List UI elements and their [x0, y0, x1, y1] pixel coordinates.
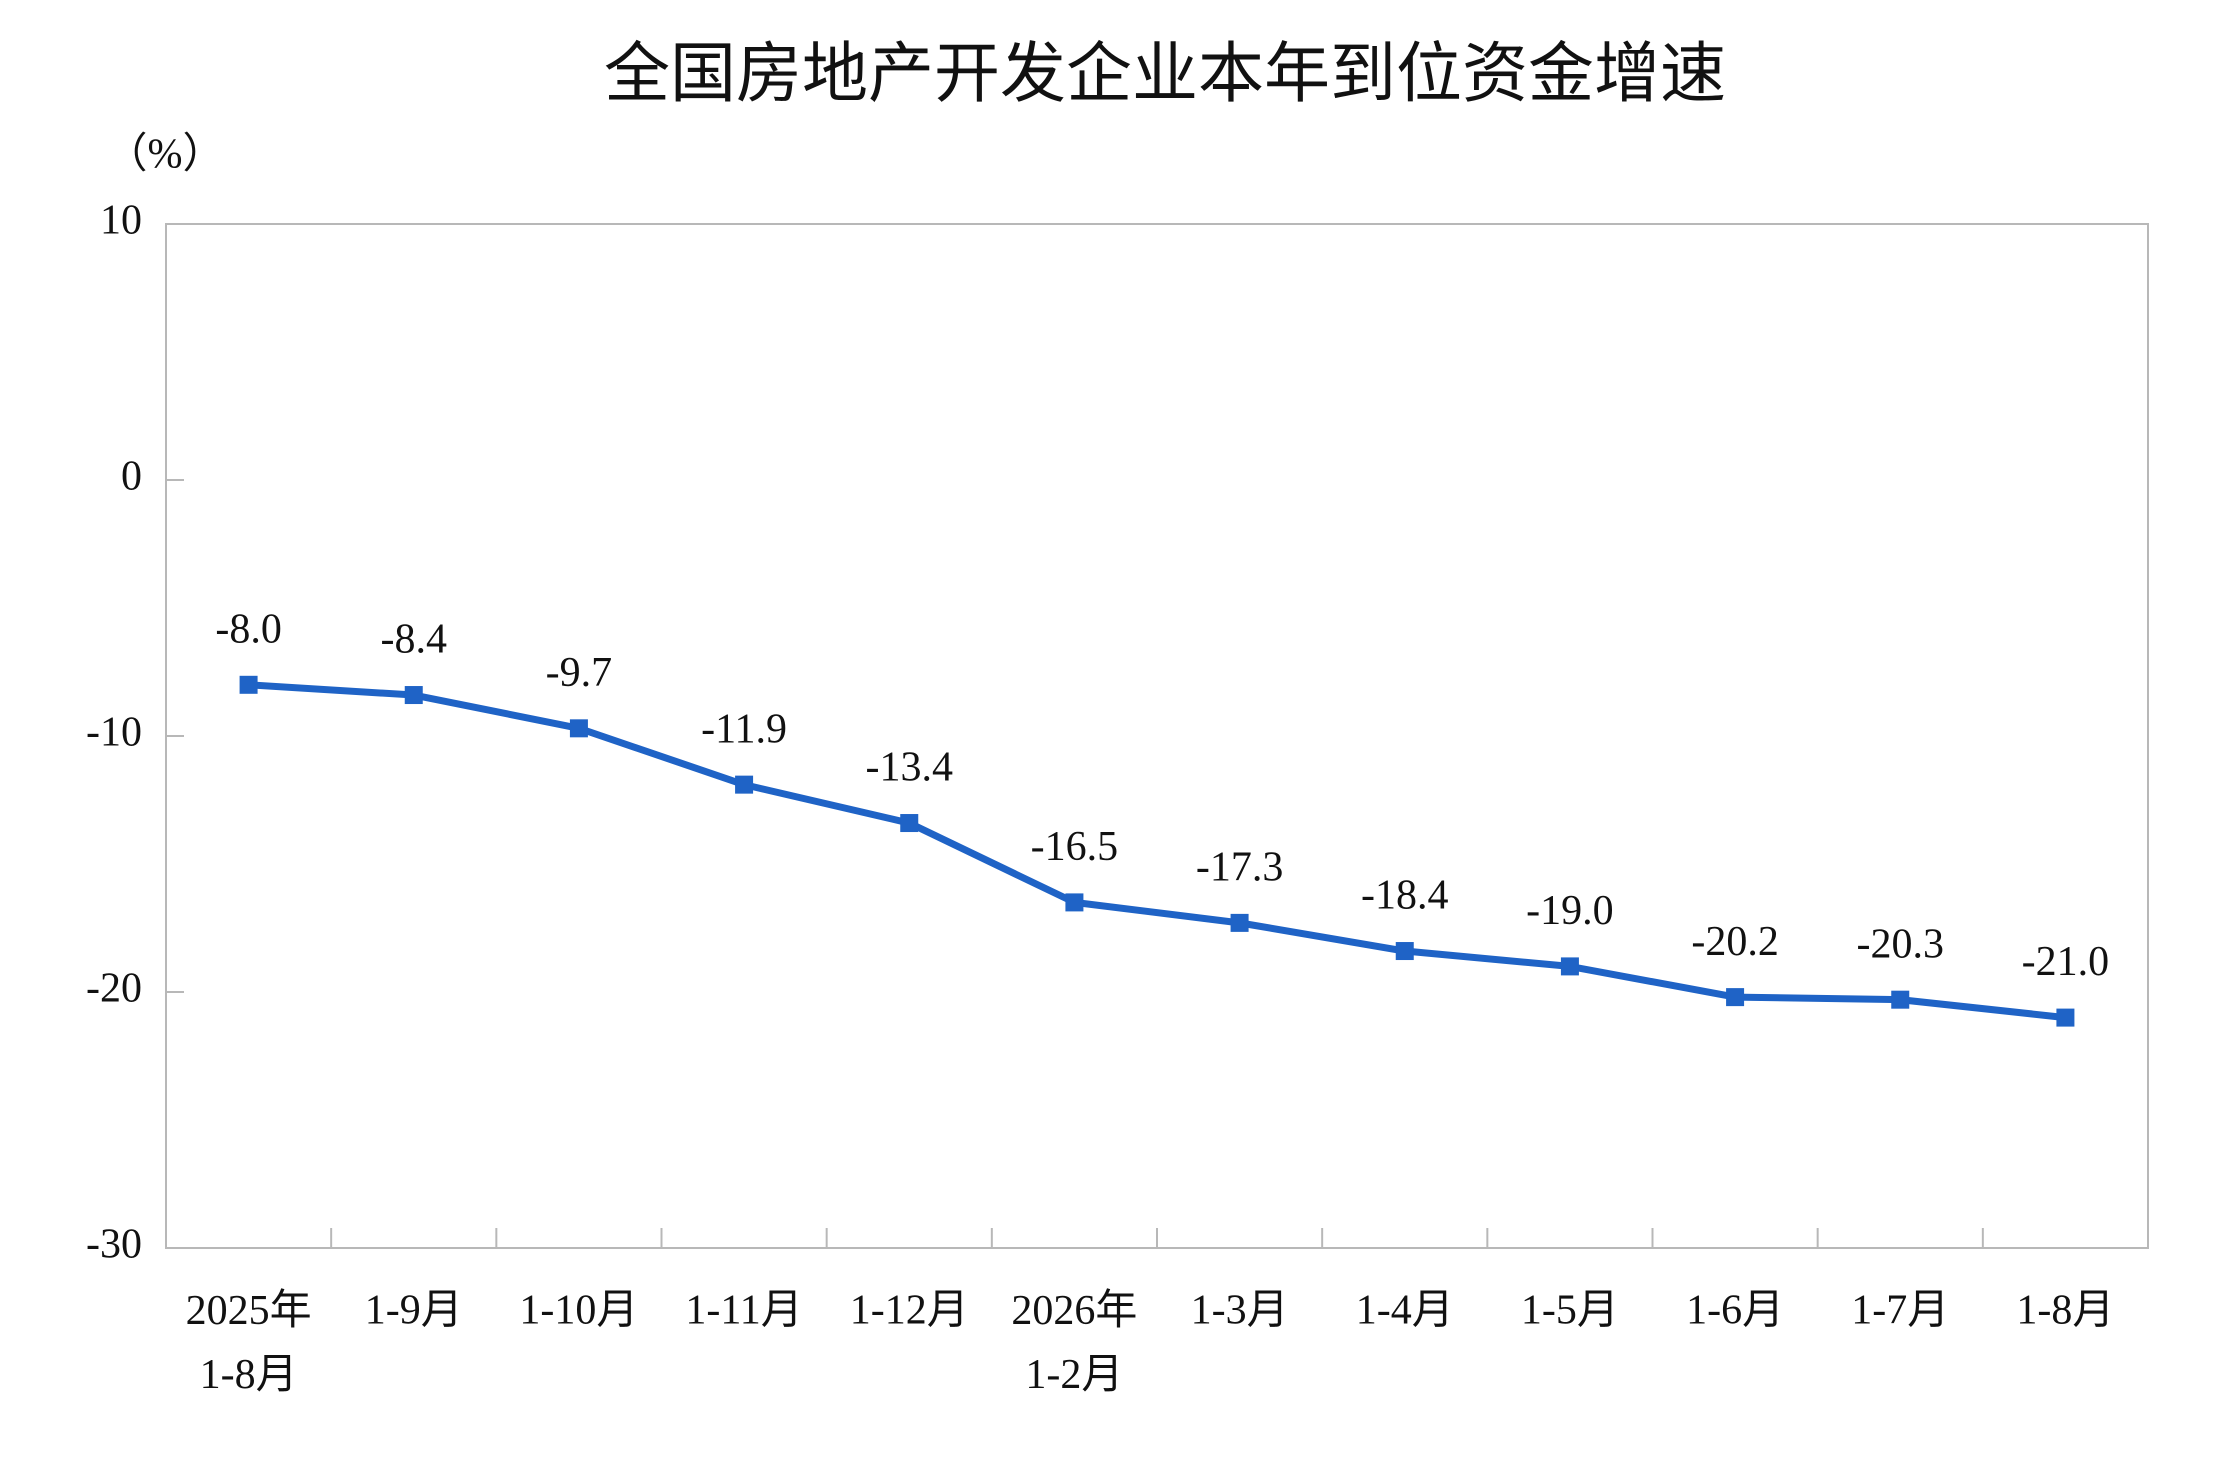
x-tick-label: 1-10月: [519, 1288, 638, 1334]
line: [248, 681, 2066, 1022]
marker: [1395, 942, 1414, 961]
marker: [735, 775, 754, 794]
chart-title: 全国房地产开发企业本年到位资金增速: [604, 35, 1726, 112]
marker: [1230, 913, 1249, 932]
marker: [1726, 988, 1745, 1007]
x-tick-label: 1-8月: [2016, 1288, 2114, 1334]
marker: [239, 675, 258, 694]
x-tick-label: 1-12月: [850, 1288, 969, 1334]
x-tick-label: 1-7月: [1851, 1288, 1949, 1334]
data-label: -16.5: [1031, 824, 1119, 870]
y-tick-label: -20: [86, 966, 142, 1012]
plot-frame: [165, 223, 2149, 1249]
x-tick-label: 1-11月: [685, 1288, 802, 1334]
y-tick-label: 0: [121, 454, 142, 500]
x-tick-label: 2025年 1-8月: [186, 1287, 312, 1398]
marker: [900, 814, 919, 833]
data-label: -17.3: [1196, 845, 1284, 891]
y-tick-label: 10: [100, 198, 142, 244]
marker: [1065, 893, 1084, 912]
y-axis-label: （%）: [106, 132, 225, 178]
x-tick-label: 1-5月: [1521, 1288, 1619, 1334]
y-tick-label: -10: [86, 710, 142, 756]
data-label: -20.3: [1857, 921, 1945, 967]
data-label: -19.0: [1526, 888, 1614, 934]
data-label: -8.0: [215, 606, 282, 652]
data-label: -13.4: [866, 745, 954, 791]
x-tick-label: 1-4月: [1356, 1288, 1454, 1334]
data-label: -20.2: [1691, 919, 1779, 965]
data-label: -11.9: [701, 706, 787, 752]
marker: [1560, 957, 1579, 976]
marker: [569, 719, 588, 738]
x-tick-label: 2026年 1-2月: [1011, 1287, 1137, 1398]
data-label: -21.0: [2022, 939, 2110, 985]
data-label: -9.7: [546, 650, 613, 696]
data-label: -8.4: [381, 617, 448, 663]
x-tick-label: 1-9月: [365, 1288, 463, 1334]
x-tick-label: 1-3月: [1191, 1288, 1289, 1334]
y-tick-label: -30: [86, 1222, 142, 1268]
x-tick-label: 1-6月: [1686, 1288, 1784, 1334]
marker: [404, 686, 423, 705]
marker: [2056, 1008, 2075, 1027]
marker: [1891, 990, 1910, 1009]
data-label: -18.4: [1361, 873, 1449, 919]
